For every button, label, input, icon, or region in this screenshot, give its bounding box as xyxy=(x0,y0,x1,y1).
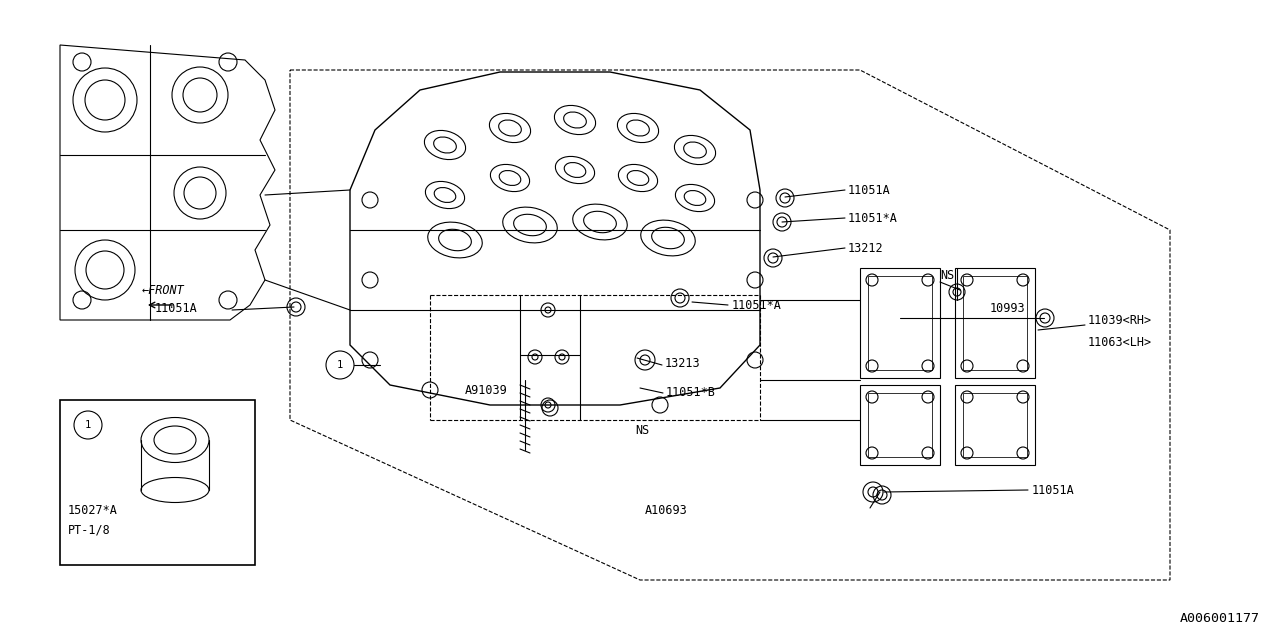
Text: 1: 1 xyxy=(84,420,91,430)
Text: 11051*A: 11051*A xyxy=(732,298,782,312)
Bar xyxy=(955,268,1036,378)
Bar xyxy=(868,276,932,370)
Bar xyxy=(60,400,255,565)
Bar xyxy=(860,268,940,378)
Text: ←FRONT: ←FRONT xyxy=(142,284,184,296)
Text: 11063<LH>: 11063<LH> xyxy=(1088,335,1152,349)
Text: A10693: A10693 xyxy=(645,504,687,516)
Text: NS: NS xyxy=(635,424,649,436)
Text: PT-1/8: PT-1/8 xyxy=(68,524,111,536)
Bar xyxy=(860,385,940,465)
Text: 11051*B: 11051*B xyxy=(666,385,716,399)
Text: 1: 1 xyxy=(337,360,343,370)
Bar xyxy=(868,393,932,457)
Text: 11051A: 11051A xyxy=(849,184,891,196)
Text: A91039: A91039 xyxy=(465,383,508,397)
Text: NS: NS xyxy=(940,269,955,282)
Bar xyxy=(963,393,1027,457)
Text: 11039<RH>: 11039<RH> xyxy=(1088,314,1152,326)
Text: 15027*A: 15027*A xyxy=(68,504,118,516)
Text: 10993: 10993 xyxy=(989,301,1025,314)
Bar xyxy=(963,276,1027,370)
Text: 11051*A: 11051*A xyxy=(849,211,897,225)
Text: 11051A: 11051A xyxy=(1032,483,1075,497)
Text: A006001177: A006001177 xyxy=(1180,612,1260,625)
Text: 13212: 13212 xyxy=(849,241,883,255)
Text: 13213: 13213 xyxy=(666,356,700,369)
Bar xyxy=(955,385,1036,465)
Text: 11051A: 11051A xyxy=(155,301,197,314)
